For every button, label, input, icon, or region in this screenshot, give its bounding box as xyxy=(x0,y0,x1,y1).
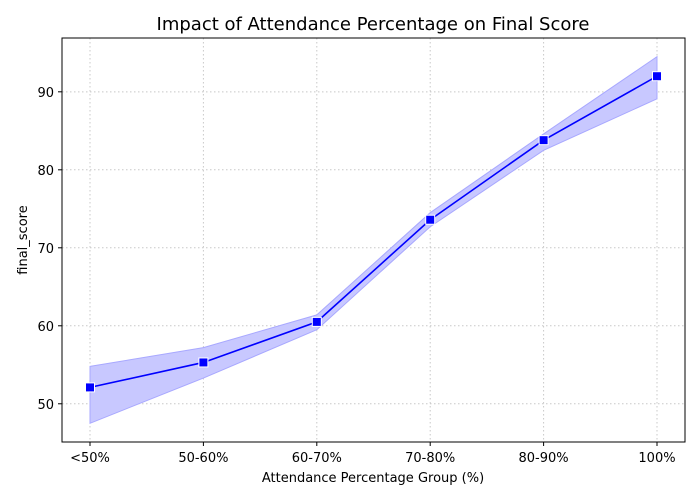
data-point xyxy=(198,357,209,368)
x-tick-label: 100% xyxy=(638,451,675,466)
y-tick-label: 70 xyxy=(37,242,54,257)
data-point xyxy=(652,71,662,82)
series-line-path xyxy=(89,75,658,389)
x-tick-label: <50% xyxy=(70,451,110,466)
data-point xyxy=(311,316,322,327)
y-tick-label: 80 xyxy=(37,164,54,179)
data-point xyxy=(85,382,95,393)
data-point xyxy=(425,214,436,225)
x-tick-label: 80-90% xyxy=(519,451,569,466)
x-axis-label: Attendance Percentage Group (%) xyxy=(262,471,484,486)
plot-frame xyxy=(61,37,686,443)
x-ticks: <50% 50-60% 60-70% 70-80% 80-90% 100% xyxy=(70,442,676,466)
y-axis-label: final_score xyxy=(16,205,31,274)
x-tick-label: 50-60% xyxy=(178,451,228,466)
x-tick-label: 70-80% xyxy=(405,451,455,466)
y-tick-label: 60 xyxy=(37,320,54,335)
series-line xyxy=(89,75,658,389)
x-tick-label: 60-70% xyxy=(292,451,342,466)
data-point xyxy=(538,135,549,146)
y-ticks: 50 60 70 80 90 xyxy=(37,86,62,413)
y-tick-label: 90 xyxy=(37,86,54,101)
markers xyxy=(85,71,662,393)
y-tick-label: 50 xyxy=(37,398,54,413)
chart-title: Impact of Attendance Percentage on Final… xyxy=(157,14,590,35)
ci-band xyxy=(89,55,658,425)
confidence-band xyxy=(89,55,658,425)
